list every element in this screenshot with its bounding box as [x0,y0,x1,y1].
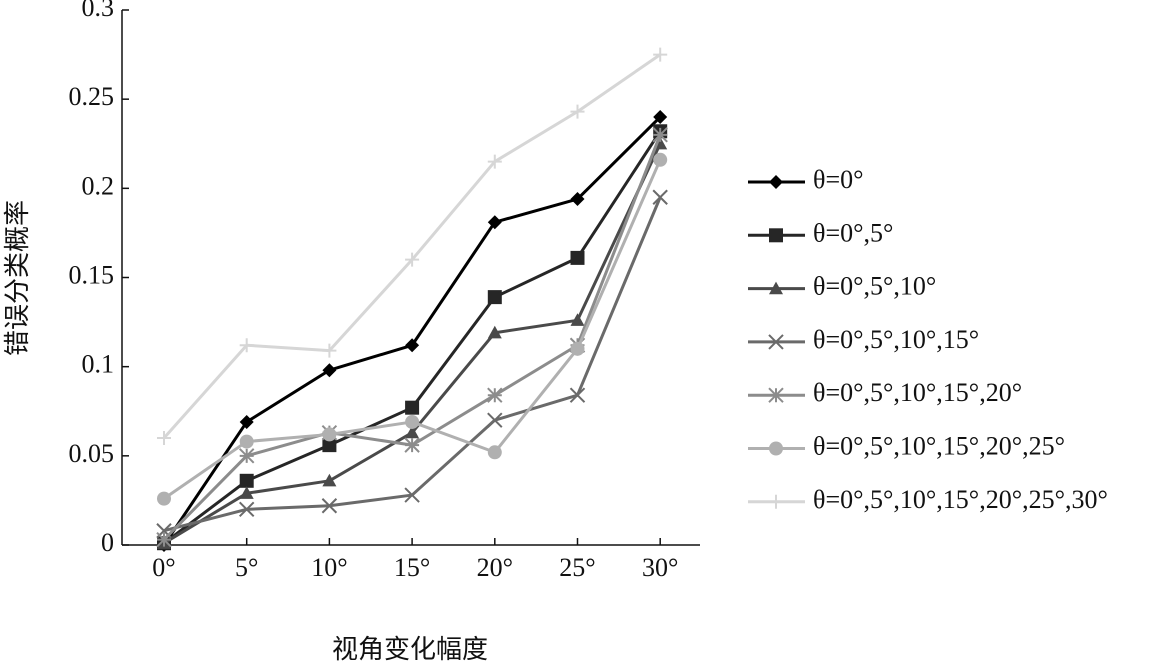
marker [322,438,337,453]
marker [768,334,784,350]
marker [569,387,586,403]
marker [652,189,668,205]
y-tick-label: 0.3 [82,0,115,22]
marker [570,313,585,326]
x-tick-label: 20° [477,553,513,582]
y-tick-label: 0.1 [82,350,115,379]
marker [769,228,783,243]
marker [322,363,337,378]
marker [570,104,585,119]
series-line [162,134,662,541]
x-tick-label: 25° [559,553,595,582]
y-tick-label: 0.25 [69,82,115,111]
x-tick-label: 15° [394,553,430,582]
x-tick-label: 30° [642,553,678,582]
marker [156,531,172,548]
legend-label: θ=0°,5°,10°,15°,20°,25°,30° [813,485,1108,514]
x-tick-label: 10° [311,553,347,582]
y-tick-label: 0.2 [82,171,115,200]
legend-label: θ=0°,5°,10° [813,272,936,301]
marker [570,341,585,356]
marker [653,110,668,124]
marker [769,281,783,295]
y-tick-label: 0.05 [69,439,115,468]
marker [404,437,420,453]
marker [653,152,668,167]
marker [239,434,254,449]
marker [238,448,255,464]
marker [487,412,503,428]
y-tick-label: 0.15 [69,260,115,289]
marker [405,425,420,439]
marker [487,445,502,460]
marker [487,215,502,230]
x-axis-label: 视角变化幅度 [332,635,488,664]
marker [157,431,171,445]
marker [570,250,585,265]
marker [322,473,337,487]
marker [487,325,502,339]
marker [405,400,420,415]
marker [769,441,783,456]
marker [570,192,585,207]
x-tick-label: 5° [235,553,258,582]
legend-label: θ=0°,5°,10°,15°,20° [813,378,1022,407]
marker [404,487,420,503]
legend-label: θ=0°,5° [813,218,893,247]
marker [239,414,254,429]
marker [238,501,255,518]
y-axis-label: 错误分类概率 [3,200,32,356]
marker [157,491,171,506]
legend-label: θ=0°,5°,10°,15° [813,325,979,354]
marker [653,47,668,62]
marker [239,338,254,353]
marker [322,427,337,442]
marker [321,498,338,514]
marker [768,387,784,403]
legend-label: θ=0° [813,165,864,194]
marker [769,175,783,189]
marker [322,343,337,358]
marker [769,494,783,509]
y-tick-label: 0 [101,528,114,557]
marker [239,486,254,499]
marker [405,252,420,267]
marker [405,338,420,353]
marker [487,290,502,305]
x-tick-label: 0° [152,553,175,582]
marker [405,414,420,429]
marker [487,387,503,403]
marker [487,154,502,169]
marker [239,473,254,488]
series-line [163,130,662,545]
legend-label: θ=0°,5°,10°,15°,20°,25° [813,431,1065,460]
marker [652,127,668,143]
